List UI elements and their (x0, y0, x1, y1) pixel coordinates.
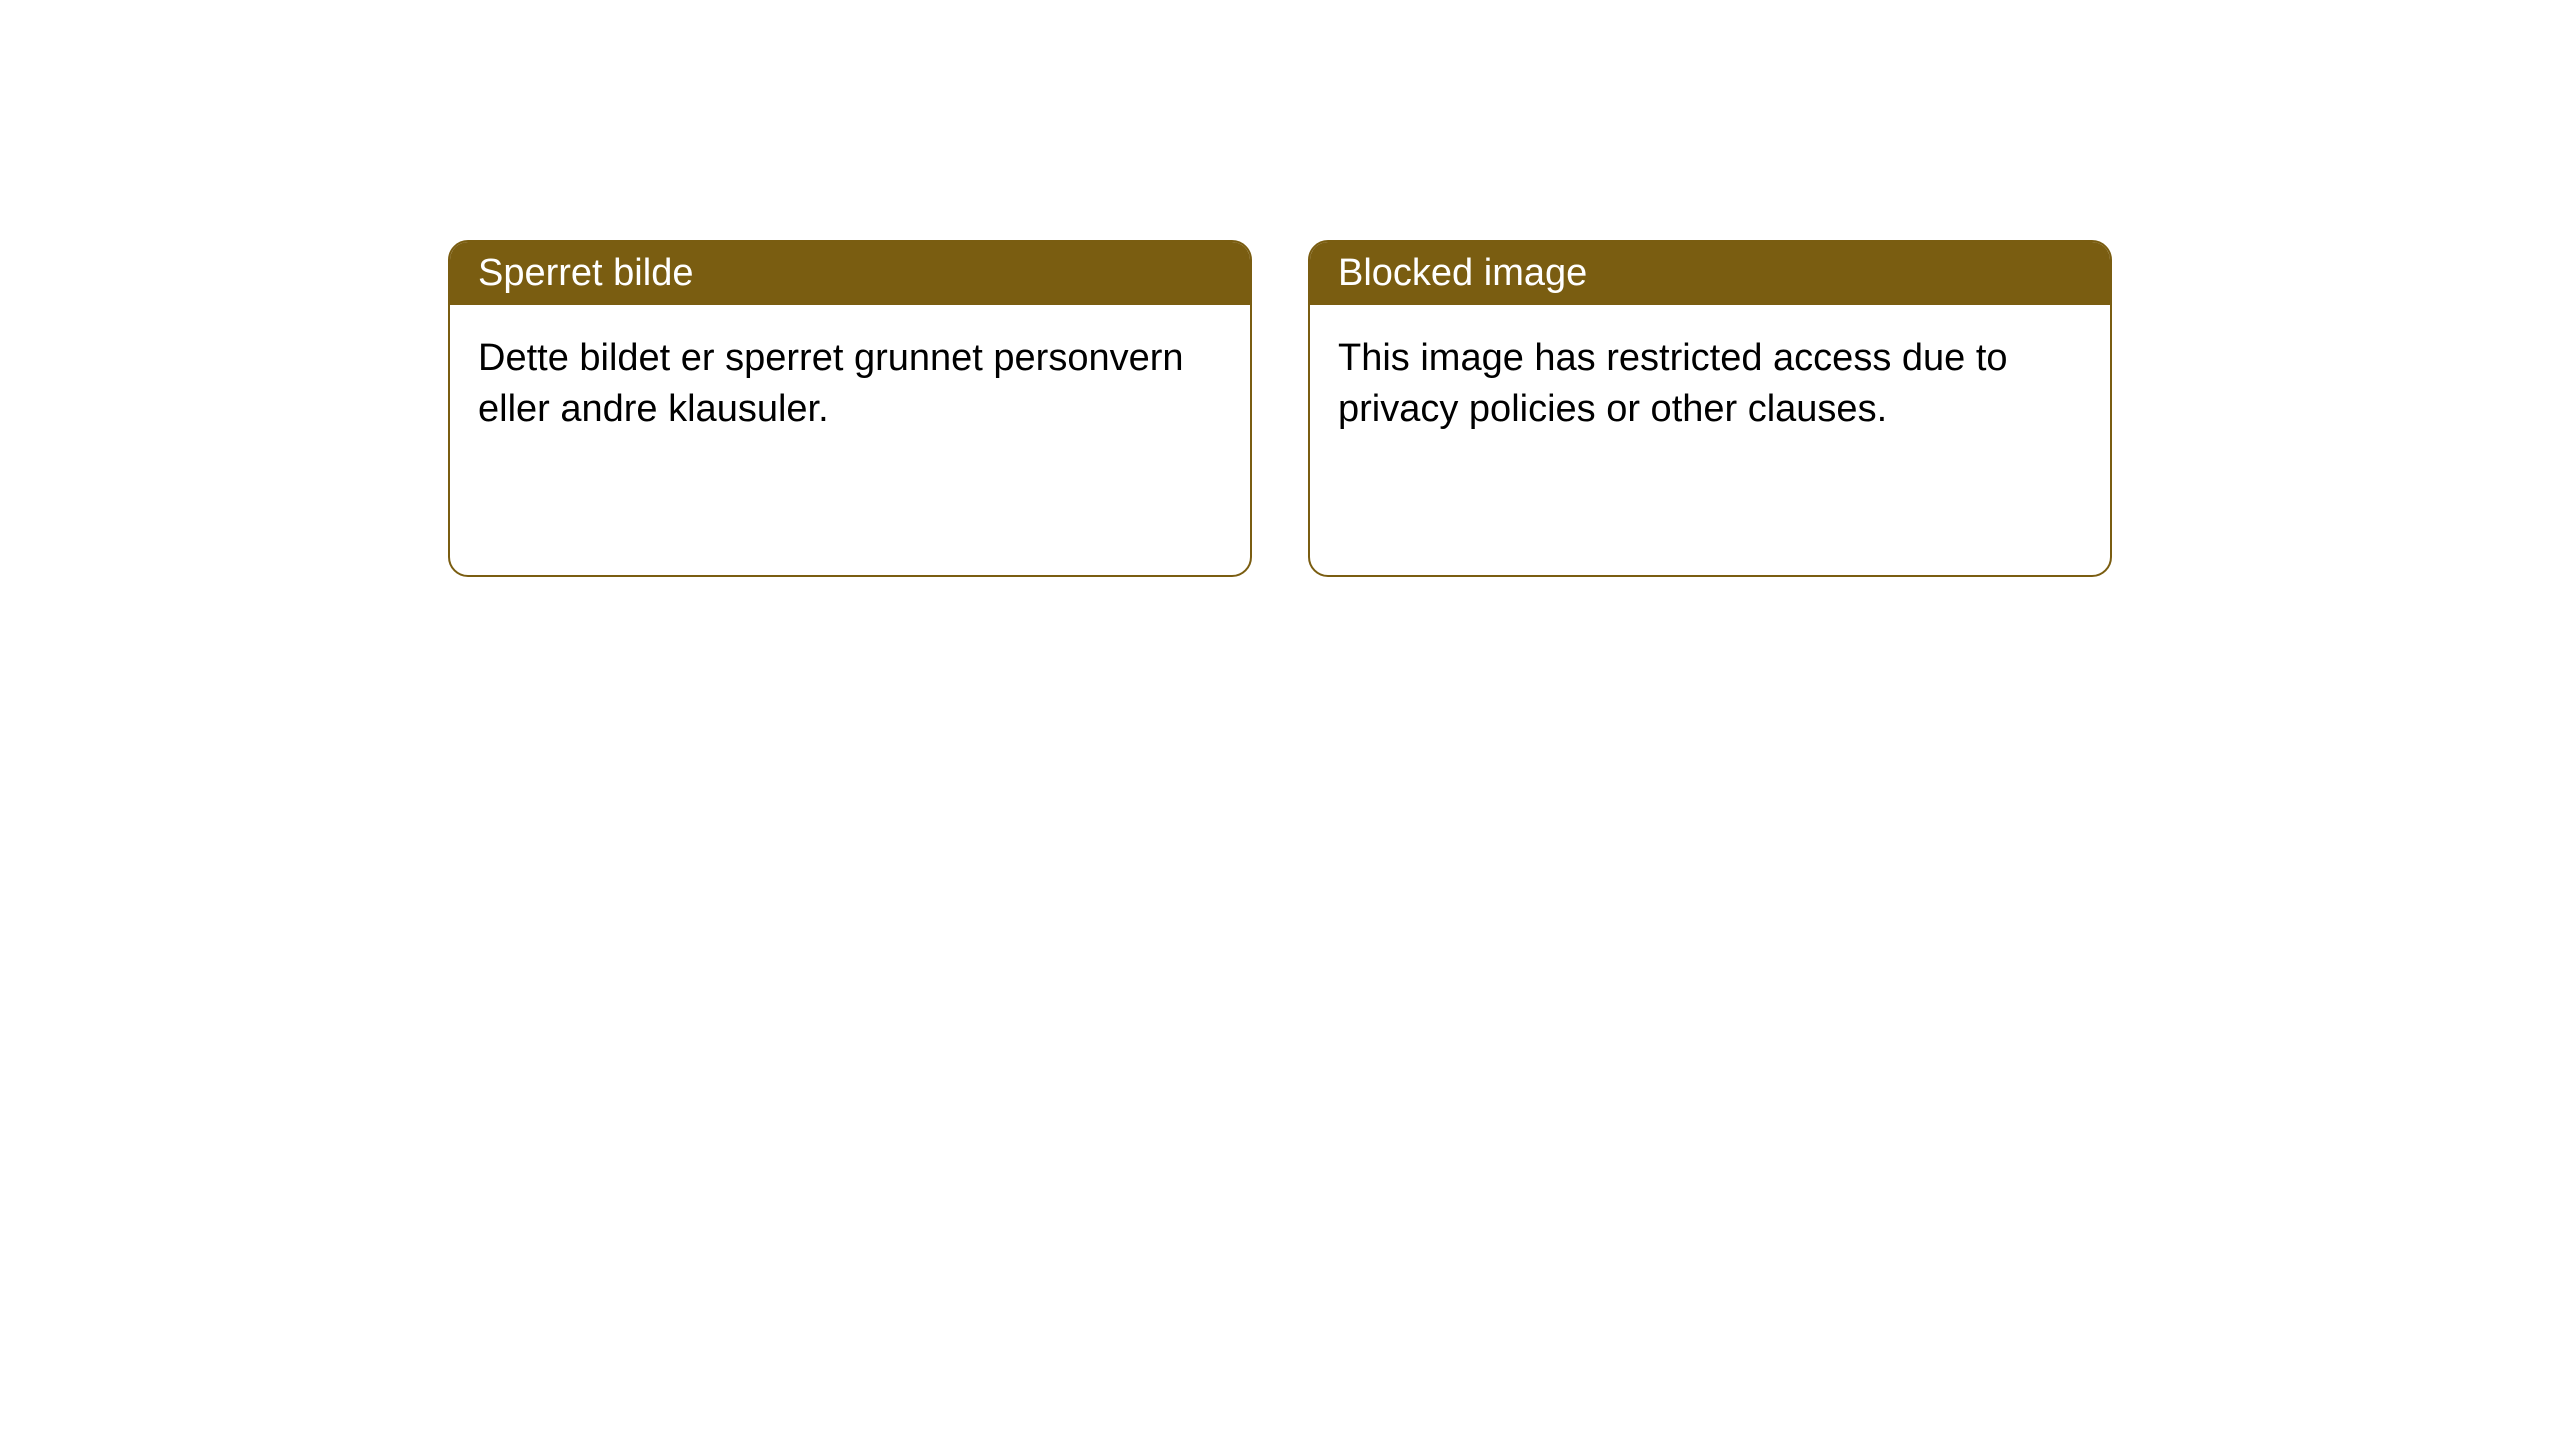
notice-card-en: Blocked image This image has restricted … (1308, 240, 2112, 577)
notice-container: Sperret bilde Dette bildet er sperret gr… (0, 0, 2560, 577)
notice-card-body-no: Dette bildet er sperret grunnet personve… (450, 305, 1250, 575)
notice-card-no: Sperret bilde Dette bildet er sperret gr… (448, 240, 1252, 577)
notice-card-body-en: This image has restricted access due to … (1310, 305, 2110, 575)
notice-card-title-en: Blocked image (1310, 242, 2110, 305)
notice-card-title-no: Sperret bilde (450, 242, 1250, 305)
